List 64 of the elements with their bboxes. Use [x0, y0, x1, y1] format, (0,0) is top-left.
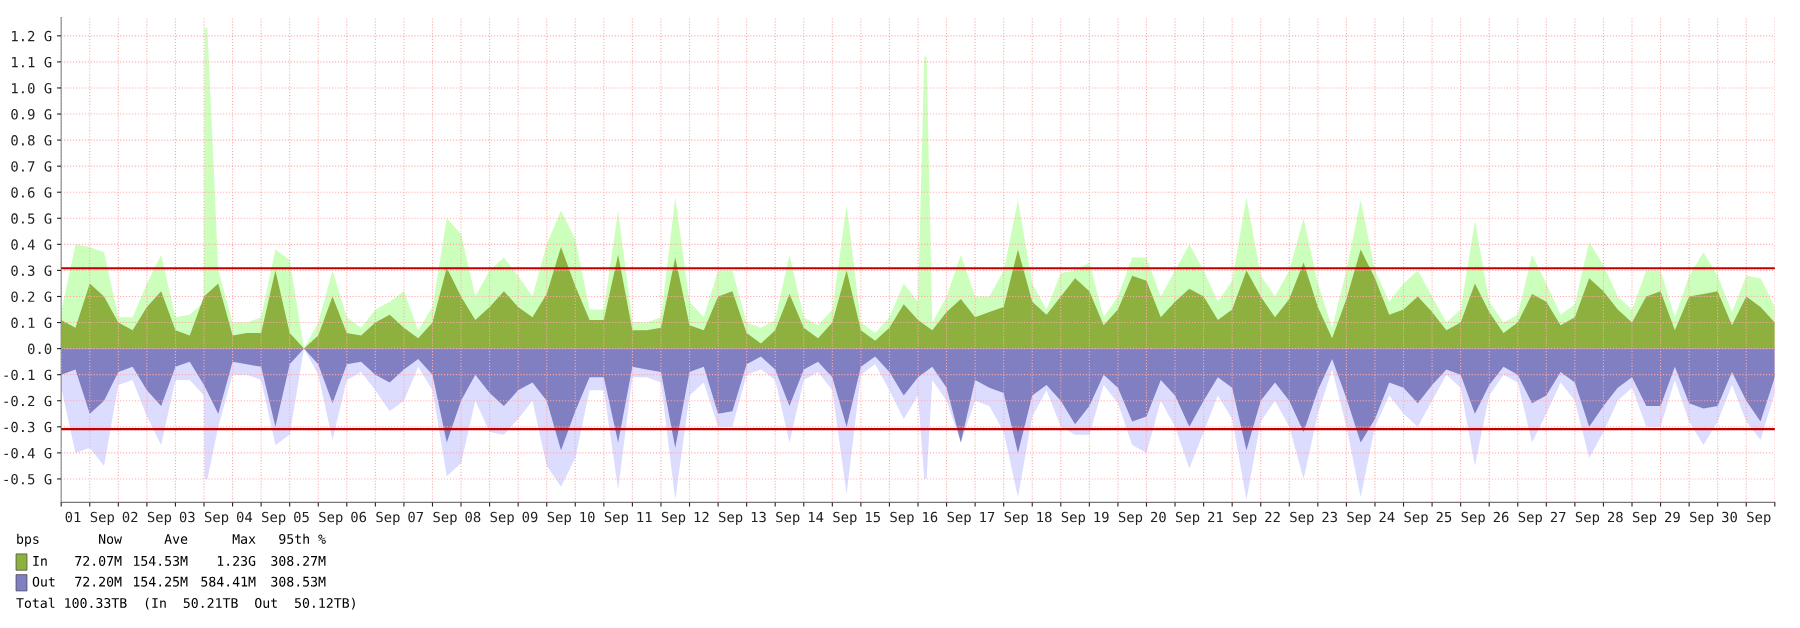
x-tick-label: 26 Sep — [1493, 511, 1542, 525]
text: 154.25M — [133, 576, 188, 587]
x-tick-label: 11 Sep — [637, 511, 686, 525]
y-tick-label: 0.1 G — [11, 317, 52, 329]
y-tick-label: 1.2 G — [12, 30, 52, 42]
x-tick-label: 09 Sep — [522, 511, 571, 525]
x-tick-label: 19 Sep — [1094, 511, 1143, 525]
x-tick-label: 20 Sep — [1150, 511, 1200, 525]
text: 95th % — [279, 533, 326, 544]
x-tick-label: 25 Sep — [1436, 511, 1485, 525]
x-tick-label: 02 Sep — [122, 511, 172, 525]
y-tick-label: -0.2 G — [4, 395, 52, 407]
x-tick-label: 13 Sep — [751, 511, 800, 525]
y-tick-label: -0.4 G — [4, 447, 52, 459]
y-tick-label: 0.9 G — [11, 109, 52, 120]
x-tick-label: 23 Sep — [1322, 511, 1371, 525]
x-tick-label: 17 Sep — [980, 511, 1028, 525]
text: Ave — [164, 534, 188, 544]
y-tick-label: 0.2 G — [11, 291, 52, 302]
x-tick-label: 28 Sep — [1607, 511, 1657, 525]
text: 308.27M — [271, 555, 326, 566]
x-tick-label: 30 Sep — [1722, 511, 1771, 525]
y-tick-label: 0.4 G — [11, 239, 52, 250]
y-tick-label: -0.5 G — [4, 473, 52, 485]
text: 1.23G — [217, 555, 256, 566]
x-tick-label: 15 Sep — [866, 511, 914, 525]
y-tick-label: -0.3 G — [4, 421, 52, 433]
text: Now — [99, 534, 122, 544]
text: 584.41M — [201, 576, 256, 587]
text: 308.53M — [271, 576, 326, 587]
y-tick-label: 0.6 G — [11, 187, 52, 198]
x-tick-label: 03 Sep — [179, 511, 229, 525]
x-tick-label: 12 Sep — [694, 511, 743, 525]
x-tick-label: 14 Sep — [808, 511, 857, 525]
x-tick-label: 29 Sep — [1665, 511, 1714, 525]
y-tick-label: 0.3 G — [11, 265, 52, 276]
x-tick-label: 07 Sep — [408, 511, 457, 525]
x-tick-label: 24 Sep — [1379, 511, 1428, 525]
x-tick-label: 21 Sep — [1208, 511, 1257, 525]
text: 72.07M — [75, 555, 122, 566]
x-tick-label: 05 Sep — [294, 511, 343, 525]
text: 72.20M — [75, 576, 122, 587]
x-tick-label: 10 Sep — [580, 511, 629, 525]
y-tick-label: 0.5 G — [11, 213, 52, 224]
x-tick-label: 18 Sep — [1037, 511, 1086, 525]
y-tick-label: -0.1 G — [4, 369, 52, 381]
x-tick-label: 08 Sep — [465, 511, 514, 525]
y-tick-label: 0.8 G — [11, 135, 52, 146]
legend-label: Out — [32, 576, 55, 587]
legend-label: In — [33, 556, 47, 566]
y-tick-label: 1.0 G — [12, 82, 52, 94]
text: Total 100.33TB (In 50.21TB Out 50.12TB) — [16, 597, 355, 610]
y-tick-label: 0.7 G — [11, 161, 52, 172]
x-tick-label: 06 Sep — [351, 511, 400, 525]
text: Max — [232, 534, 256, 544]
text: 154.53M — [133, 555, 188, 566]
x-tick-label: 04 Sep — [236, 511, 286, 525]
y-tick-label: 0.0 — [27, 343, 52, 355]
x-tick-label: 16 Sep — [923, 511, 971, 525]
x-tick-label: 01 Sep — [65, 511, 114, 525]
y-tick-label: 1.1 G — [12, 56, 52, 68]
x-tick-label: 27 Sep — [1550, 511, 1600, 525]
x-tick-label: 22 Sep — [1265, 511, 1314, 525]
legend-title: bps — [17, 533, 39, 547]
